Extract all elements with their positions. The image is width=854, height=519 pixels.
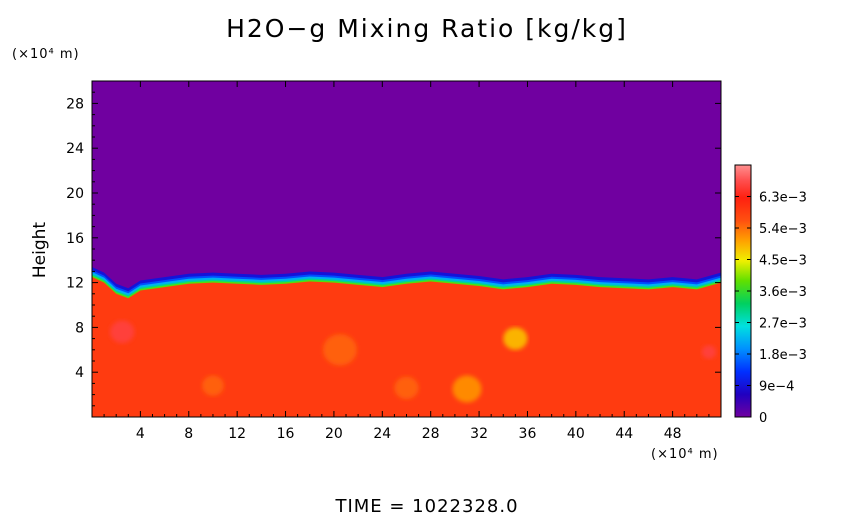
field-feature-1 (503, 327, 528, 350)
x-tick-label: 8 (184, 426, 193, 442)
x-tick-label: 36 (519, 426, 537, 442)
y-axis-label: Height (30, 221, 50, 279)
x-tick-label: 44 (615, 426, 633, 442)
x-tick-label: 4 (136, 426, 145, 442)
y-tick-label: 4 (75, 365, 84, 381)
y-tick-label: 16 (66, 231, 84, 247)
y-axis-ticks: 4 8 12 16 20 24 28 (66, 91, 721, 407)
x-tick-label: 20 (325, 426, 343, 442)
heatmap-field (92, 81, 721, 417)
colorbar-tick-label: 0 (759, 411, 767, 426)
field-feature-4 (701, 345, 717, 359)
colorbar-tick-label: 1.8e−3 (759, 348, 807, 363)
field-feature-6 (323, 334, 357, 366)
chart-title: H2O−g Mixing Ratio [kg/kg] (226, 14, 628, 43)
x-tick-label: 12 (228, 426, 246, 442)
x-tick-label: 48 (664, 426, 682, 442)
x-tick-label: 40 (567, 426, 585, 442)
colorbar-tick-label: 6.3e−3 (759, 191, 807, 206)
colorbar-tick-label: 3.6e−3 (759, 285, 807, 300)
x-axis-ticks: 4 8 12 16 20 24 28 32 36 40 44 48 (103, 81, 710, 442)
x-tick-label: 24 (373, 426, 391, 442)
y-tick-label: 12 (66, 276, 84, 292)
field-feature-3 (394, 376, 419, 400)
x-tick-label: 32 (470, 426, 488, 442)
y-axis-unit: (×10⁴ m) (12, 47, 80, 62)
y-tick-label: 24 (66, 141, 84, 157)
x-tick-label: 16 (277, 426, 295, 442)
time-label: TIME = 1022328.0 (335, 496, 519, 517)
y-tick-label: 28 (66, 96, 84, 112)
colorbar-ticks: 0 9e−4 1.8e−3 2.7e−3 3.6e−3 4.5e−3 5.4e−3 6.3e−… (735, 191, 807, 426)
colorbar-tick-label: 4.5e−3 (759, 254, 807, 269)
x-tick-label: 28 (422, 426, 440, 442)
x-axis-unit: (×10⁴ m) (651, 447, 719, 462)
field-feature-2 (452, 375, 482, 403)
field-feature-0 (110, 320, 135, 344)
colorbar-tick-label: 5.4e−3 (759, 222, 807, 237)
colorbar-tick-label: 9e−4 (759, 380, 794, 395)
field-feature-5 (202, 375, 224, 396)
interface-band-5 (92, 277, 721, 417)
y-tick-label: 8 (75, 320, 84, 336)
y-tick-label: 20 (66, 186, 84, 202)
colorbar-tick-label: 2.7e−3 (759, 317, 807, 332)
